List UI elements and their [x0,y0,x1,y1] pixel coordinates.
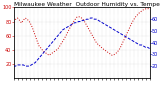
Text: Milwaukee Weather  Outdoor Humidity vs. Temperature Every 5 Minutes: Milwaukee Weather Outdoor Humidity vs. T… [14,2,160,7]
